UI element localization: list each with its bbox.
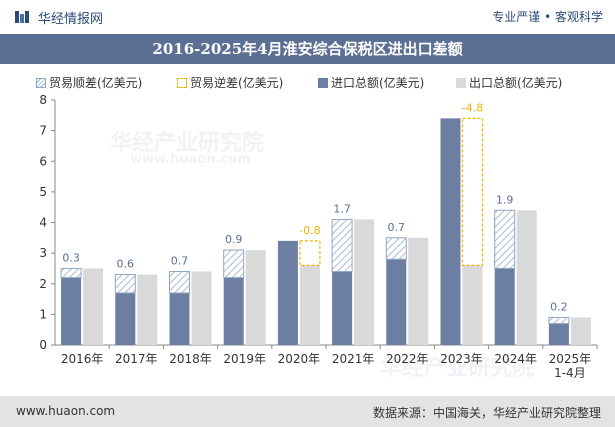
balance-data-label: 0.2 bbox=[550, 300, 568, 313]
import-bar bbox=[115, 292, 136, 345]
balance-data-label: 0.7 bbox=[171, 255, 189, 268]
import-bar bbox=[61, 277, 82, 345]
export-bar bbox=[354, 219, 375, 345]
export-bar bbox=[137, 274, 158, 345]
axis-layer: 0 1 2 3 4 5 6 7 8 2016年 2017年 2018年 2019年 2020年 2021年 2… bbox=[39, 93, 598, 380]
import-bar bbox=[548, 323, 569, 345]
footer-bar bbox=[0, 396, 615, 427]
import-bar bbox=[332, 271, 353, 345]
balance-data-label: -0.8 bbox=[299, 224, 320, 237]
title-bar bbox=[0, 34, 615, 64]
x-tick-label: 2019年 bbox=[223, 352, 266, 366]
slogan: 专业严谨 • 客观科学 bbox=[492, 10, 603, 24]
bar-layer bbox=[60, 117, 591, 345]
legend-swatch-export bbox=[456, 78, 466, 88]
balance-data-label: 1.7 bbox=[333, 202, 351, 215]
x-tick-label: 2024年 bbox=[494, 352, 537, 366]
surplus-segment bbox=[494, 209, 516, 269]
legend-swatch-surplus bbox=[36, 78, 46, 88]
y-tick-label: 3 bbox=[39, 246, 47, 260]
deficit-segment bbox=[299, 240, 321, 266]
surplus-segment bbox=[548, 316, 570, 325]
x-tick-label: 2016年 bbox=[61, 352, 104, 366]
legend-label-surplus: 贸易顺差(亿美元) bbox=[49, 76, 143, 90]
surplus-segment bbox=[223, 249, 245, 279]
footer-source: 数据来源：中国海关，华经产业研究院整理 bbox=[372, 406, 601, 420]
label-layer: 0.3 0.6 0.7 0.9 -0.8 1.7 0.7 -4.8 1.9 0.2 bbox=[62, 101, 567, 313]
chart-title: 2016-2025年4月淮安综合保税区进出口差额 bbox=[152, 40, 463, 58]
surplus-segment bbox=[385, 237, 407, 260]
import-bar bbox=[494, 268, 515, 345]
surplus-segment bbox=[60, 267, 82, 279]
x-tick-label: 2020年 bbox=[278, 352, 321, 366]
export-bar bbox=[462, 265, 483, 345]
legend-label-export: 出口总额(亿美元) bbox=[469, 76, 563, 90]
legend-swatch-deficit bbox=[177, 78, 187, 88]
export-bar bbox=[245, 250, 266, 345]
x-tick-label: 2022年 bbox=[386, 352, 429, 366]
y-tick-label: 2 bbox=[39, 277, 47, 291]
top-bar: 华经情报网 专业严谨 • 客观科学 bbox=[0, 0, 615, 34]
balance-data-label: 1.9 bbox=[496, 193, 514, 206]
export-bar bbox=[408, 237, 429, 345]
legend-swatch-import bbox=[318, 78, 328, 88]
export-bar bbox=[516, 210, 537, 345]
x-tick-label: 2025年 1-4月 bbox=[549, 352, 592, 380]
import-bar bbox=[277, 240, 298, 345]
x-tick-label: 2023年 bbox=[440, 352, 483, 366]
import-bar bbox=[169, 292, 190, 345]
import-bar bbox=[386, 259, 407, 345]
x-tick-label: 2021年 bbox=[332, 352, 375, 366]
footer-website: www.huaon.com bbox=[16, 404, 116, 418]
import-bar bbox=[440, 118, 461, 345]
y-tick-label: 1 bbox=[39, 307, 47, 321]
legend-item-import: 进口总额(亿美元) bbox=[318, 74, 424, 92]
import-bar bbox=[223, 277, 244, 345]
balance-data-label: 0.3 bbox=[62, 251, 80, 264]
y-tick-label: 5 bbox=[39, 185, 47, 199]
surplus-segment bbox=[114, 274, 136, 294]
legend-label-import: 进口总额(亿美元) bbox=[331, 76, 425, 90]
huajing-logo-icon bbox=[15, 11, 29, 23]
surplus-segment bbox=[169, 271, 190, 294]
export-bar bbox=[570, 317, 591, 345]
surplus-segment bbox=[331, 218, 353, 272]
balance-data-label: 0.6 bbox=[117, 258, 135, 271]
x-tick-label: 2018年 bbox=[169, 352, 212, 366]
legend-item-deficit: 贸易逆差(亿美元) bbox=[177, 74, 283, 92]
export-bar bbox=[299, 265, 320, 345]
x-tick-label: 2017年 bbox=[115, 352, 158, 366]
export-bar bbox=[191, 271, 212, 345]
legend-label-deficit: 贸易逆差(亿美元) bbox=[190, 76, 284, 90]
balance-data-label: -4.8 bbox=[462, 101, 483, 114]
legend-item-export: 出口总额(亿美元) bbox=[456, 74, 562, 92]
y-tick-label: 7 bbox=[39, 124, 47, 138]
balance-data-label: 0.7 bbox=[388, 221, 406, 234]
deficit-segment bbox=[461, 117, 484, 266]
y-tick-label: 6 bbox=[39, 154, 47, 168]
y-tick-label: 4 bbox=[39, 216, 47, 230]
chart-canvas: 0 1 2 3 4 5 6 7 8 2016年 2017年 2018年 2019年 2020年 2021年 2… bbox=[39, 93, 598, 380]
export-bar bbox=[83, 268, 104, 345]
legend-item-surplus: 贸易顺差(亿美元) bbox=[36, 74, 142, 92]
y-tick-label: 8 bbox=[39, 93, 47, 107]
y-tick-label: 0 bbox=[39, 338, 47, 352]
brand-name: 华经情报网 bbox=[38, 12, 104, 27]
balance-data-label: 0.9 bbox=[225, 233, 243, 246]
